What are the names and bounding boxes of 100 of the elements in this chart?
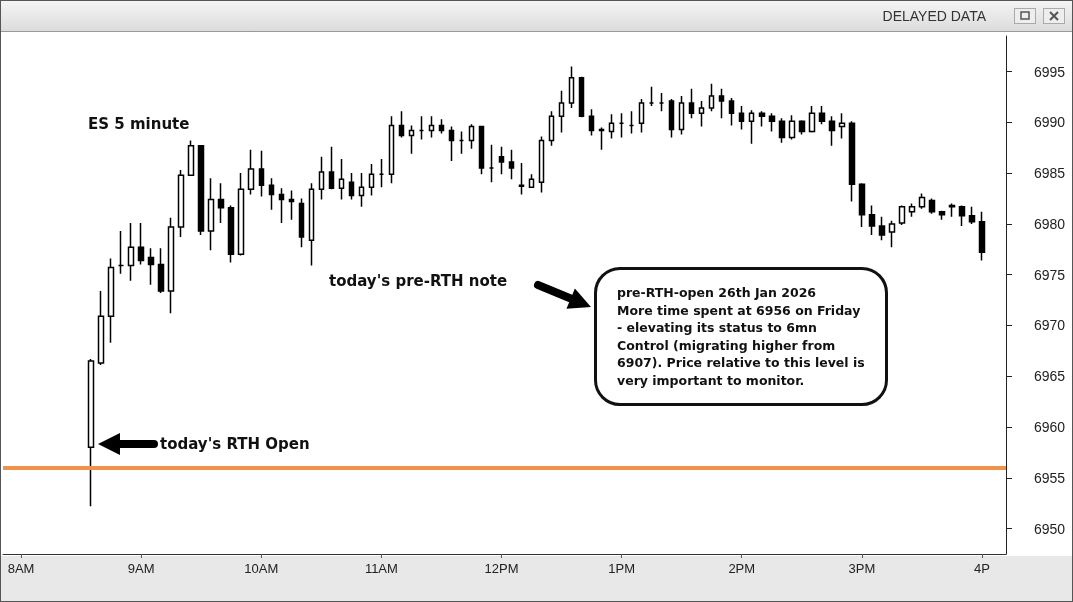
candlestick xyxy=(808,105,816,134)
candlestick xyxy=(888,220,896,249)
candlestick xyxy=(217,182,225,224)
candlestick xyxy=(908,202,916,218)
candlestick xyxy=(167,217,175,315)
candlestick xyxy=(388,115,395,185)
candlestick xyxy=(358,172,365,208)
candlestick xyxy=(187,139,195,176)
candlestick xyxy=(348,172,355,201)
candlestick xyxy=(117,230,125,275)
candlestick xyxy=(688,88,695,120)
candlestick xyxy=(207,177,215,252)
y-tick-label: 6950 xyxy=(1034,520,1066,537)
candlestick xyxy=(227,204,235,264)
candlestick xyxy=(758,110,766,128)
x-tick-label: 9AM xyxy=(127,561,155,576)
candlestick xyxy=(648,86,655,107)
text: DELAYED DATA xyxy=(882,8,986,24)
text: ES 5 minute xyxy=(88,114,190,133)
candlestick xyxy=(197,144,205,236)
x-tick-label: 4P xyxy=(974,561,990,576)
candlestick xyxy=(928,197,936,215)
candlestick xyxy=(278,187,285,224)
candlestick xyxy=(458,130,465,155)
candlestick xyxy=(678,95,685,136)
candlestick xyxy=(478,125,485,175)
candlestick xyxy=(147,247,155,286)
candlestick xyxy=(438,118,445,135)
y-tick-label: 6980 xyxy=(1034,215,1066,232)
candlestick xyxy=(127,222,135,282)
candlestick xyxy=(838,112,846,140)
candlestick xyxy=(308,182,315,267)
y-tick-label: 6975 xyxy=(1034,266,1066,283)
candlestick xyxy=(788,114,796,141)
candlestick xyxy=(718,88,725,120)
y-tick-label: 6965 xyxy=(1034,368,1066,385)
y-tick-label: 6970 xyxy=(1034,317,1066,334)
candlestick xyxy=(768,112,776,133)
x-tick-label: 2PM xyxy=(728,561,756,576)
x-tick-label: 1PM xyxy=(608,561,635,576)
candlestick xyxy=(508,149,515,180)
candlestick xyxy=(488,143,495,184)
y-tick-label: 6960 xyxy=(1034,419,1066,436)
candlestick xyxy=(418,115,425,141)
annotation: today's pre-RTH note xyxy=(329,272,508,290)
candlestick xyxy=(368,163,375,197)
y-tick-label: 6995 xyxy=(1034,63,1066,80)
candlestick xyxy=(778,117,786,144)
candlestick xyxy=(177,169,185,238)
candlestick xyxy=(578,75,585,118)
candlestick xyxy=(598,126,605,151)
candlestick xyxy=(528,173,535,189)
candlestick xyxy=(107,257,115,344)
rounded-callout-box: pre-RTH-open 26th Jan 2026 More time spent at 6956 on Friday - elevating its status to 6mn Control (migrating higher from 6907). Price relative to this level is very important to monitor. xyxy=(594,267,888,406)
y-tick-label: 6985 xyxy=(1034,165,1066,182)
candlestick xyxy=(898,204,906,226)
candlestick xyxy=(428,115,435,139)
candlestick xyxy=(568,65,575,109)
candlestick xyxy=(918,192,926,210)
candlestick xyxy=(798,119,806,136)
candlestick xyxy=(548,110,555,147)
candlestick xyxy=(378,158,385,189)
x-tick-label: 11AM xyxy=(364,561,398,576)
candlestick xyxy=(318,156,325,201)
candlestick xyxy=(268,177,275,211)
candlestick xyxy=(868,204,876,236)
candlestick xyxy=(858,182,866,228)
y-tick-label: 6955 xyxy=(1034,469,1066,486)
candlestick xyxy=(878,216,886,241)
candlestick xyxy=(247,149,255,196)
candlestick xyxy=(638,98,645,134)
candlestick xyxy=(958,204,966,227)
candlestick xyxy=(848,120,856,203)
candlestick xyxy=(628,110,635,135)
candlestick xyxy=(328,145,335,191)
candlestick xyxy=(87,358,95,508)
candlestick xyxy=(948,202,956,218)
candlestick xyxy=(298,197,305,249)
candlestick xyxy=(668,98,675,139)
candlestick xyxy=(738,105,745,131)
candlestick xyxy=(588,108,595,137)
candlestick xyxy=(97,290,105,366)
candlestick xyxy=(137,222,145,266)
candlestick xyxy=(828,115,836,147)
x-tick-label: 8AM xyxy=(7,561,35,576)
candlestick xyxy=(518,162,525,196)
candlestick xyxy=(938,209,946,221)
candlestick xyxy=(748,109,755,145)
x-tick-label: 10AM xyxy=(244,561,279,576)
candlestick xyxy=(618,112,625,139)
candlestick xyxy=(558,90,565,134)
x-tick-label: 3PM xyxy=(848,561,876,576)
candlestick xyxy=(157,247,165,294)
candlestick xyxy=(968,205,976,225)
candlestick xyxy=(398,110,405,139)
y-tick-label: 6990 xyxy=(1034,114,1066,131)
candlestick xyxy=(338,158,345,201)
candlestick xyxy=(728,97,735,127)
candlestick xyxy=(708,82,715,112)
candlestick xyxy=(978,210,986,262)
